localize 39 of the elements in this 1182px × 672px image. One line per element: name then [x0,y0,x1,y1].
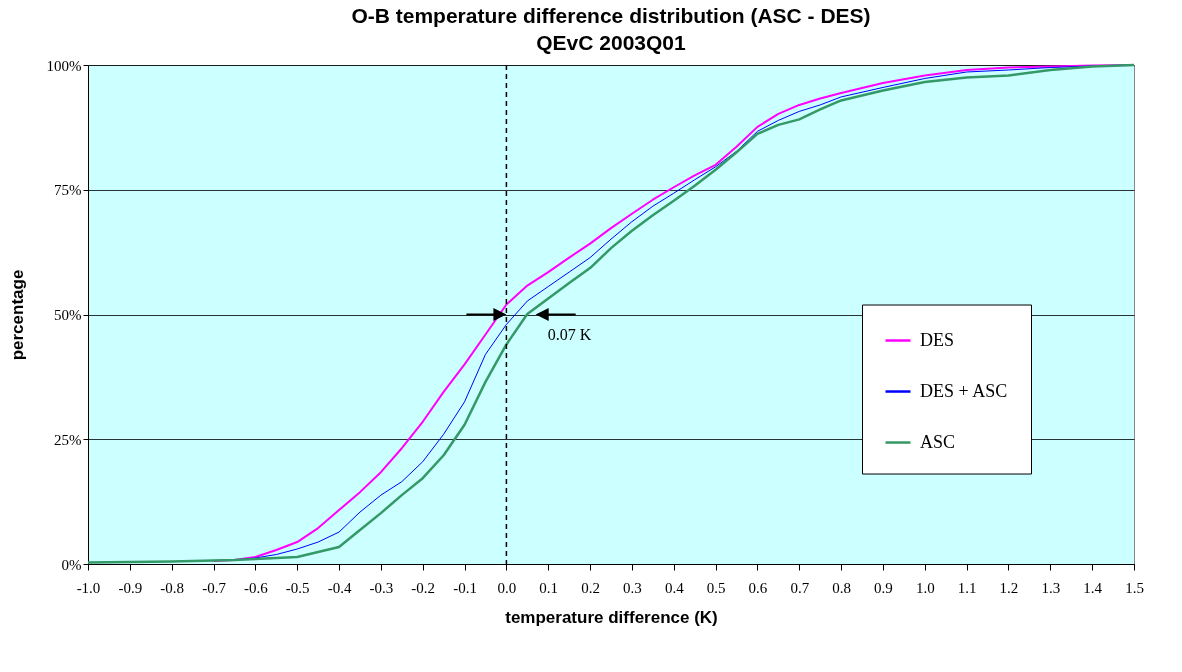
legend-label: ASC [920,431,956,452]
x-tick-label: 0.1 [539,579,559,596]
x-tick-label: 1.2 [999,579,1019,596]
x-tick-label: -0.1 [453,579,477,596]
x-axis-title: temperature difference (K) [505,607,718,627]
annotation: 0.07 K [547,325,592,343]
x-tick-label: 0.4 [664,579,685,596]
x-tick-label: -0.7 [202,579,227,596]
x-tick-label: 1.3 [1041,579,1061,596]
x-tick-label: 0.9 [874,579,893,596]
y-tick-label: 75% [54,182,82,199]
x-tick-label: -1.0 [76,579,101,596]
x-tick-label: 1.5 [1125,579,1144,596]
x-tick-label: 1.1 [957,579,977,596]
x-tick-label: 0.0 [497,579,517,596]
x-tick-label: -0.9 [118,579,143,596]
legend-label: DES + ASC [920,380,1008,401]
x-tick-label: -0.8 [160,579,185,596]
x-tick-label: -0.3 [369,579,394,596]
chart-title: O-B temperature difference distribution (ASC - DES) [351,4,871,27]
x-tick-label: 0.5 [706,579,726,596]
x-tick-label: 1.4 [1083,579,1103,596]
y-tick-label: 25% [54,431,82,448]
y-axis-title: percentage [7,269,27,361]
x-tick-label: -0.4 [327,579,352,596]
x-tick-label: -0.6 [243,579,269,596]
x-tick-label: 1.0 [915,579,935,596]
y-tick-label: 50% [54,307,82,323]
y-tick-label: 0% [61,556,82,573]
x-tick-label: 0.7 [790,579,810,596]
x-tick-label: 0.6 [748,579,768,596]
x-tick-label: 0.8 [832,579,851,596]
x-tick-label: 0.2 [581,579,600,596]
y-tick-label: 100% [46,57,82,74]
x-tick-label: 0.3 [623,579,642,596]
x-tick-label: -0.5 [285,579,310,596]
legend-label: DES [920,329,955,350]
x-tick-label: -0.2 [411,579,436,596]
chart-subtitle: QEvC 2003Q01 [536,31,687,54]
